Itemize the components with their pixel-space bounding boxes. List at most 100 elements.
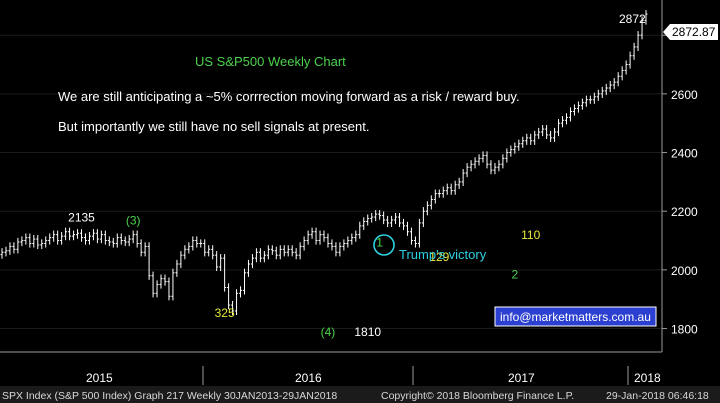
weekly-bar bbox=[16, 237, 20, 254]
weekly-bar bbox=[159, 274, 163, 289]
weekly-bar bbox=[489, 160, 493, 175]
weekly-bar bbox=[223, 254, 227, 292]
weekly-bar bbox=[541, 124, 545, 137]
weekly-bar bbox=[246, 259, 250, 277]
weekly-bar bbox=[596, 89, 600, 101]
weekly-bar bbox=[632, 42, 636, 60]
weekly-bar bbox=[358, 221, 362, 239]
footer-bar: SPX Index (S&P 500 Index) Graph 217 Week… bbox=[0, 386, 720, 403]
weekly-bar bbox=[52, 230, 56, 242]
weekly-bar bbox=[334, 242, 338, 257]
weekly-bar bbox=[636, 31, 640, 52]
weekly-bar bbox=[553, 127, 557, 142]
last-price-pointer bbox=[663, 24, 718, 40]
weekly-bar bbox=[644, 9, 648, 25]
weekly-bar bbox=[123, 236, 127, 247]
weekly-bar bbox=[211, 245, 215, 260]
weekly-bar bbox=[83, 233, 87, 245]
weekly-bar bbox=[64, 227, 68, 241]
weekly-bar bbox=[624, 60, 628, 75]
weekly-bar bbox=[147, 242, 151, 280]
weekly-bar bbox=[95, 229, 99, 244]
weekly-bar bbox=[604, 83, 608, 96]
weekly-bar bbox=[250, 254, 254, 269]
x-label-2015: 2015 bbox=[86, 371, 113, 385]
weekly-bar bbox=[258, 248, 262, 263]
weekly-bar bbox=[199, 239, 203, 248]
weekly-bar bbox=[350, 233, 354, 245]
wave-label-3: (4) bbox=[321, 325, 336, 339]
wave-label-8: 110 bbox=[521, 228, 540, 242]
high-label: 2872 bbox=[619, 12, 646, 26]
weekly-bar bbox=[314, 227, 318, 245]
weekly-bar bbox=[402, 218, 406, 230]
x-axis-background bbox=[0, 353, 720, 385]
weekly-bar bbox=[155, 280, 159, 298]
weekly-bar bbox=[521, 136, 525, 148]
website-text: info@marketmatters.com.au bbox=[500, 310, 651, 324]
weekly-bar bbox=[215, 251, 219, 272]
weekly-bar bbox=[481, 151, 485, 163]
weekly-bar bbox=[310, 227, 314, 239]
weekly-bar bbox=[580, 98, 584, 110]
weekly-bar bbox=[195, 236, 199, 248]
chart-title: US S&P500 Weekly Chart bbox=[195, 54, 346, 69]
weekly-bar bbox=[568, 107, 572, 122]
footer-background bbox=[0, 386, 720, 403]
weekly-bar bbox=[497, 160, 501, 172]
weekly-bar bbox=[203, 239, 207, 257]
weekly-bar bbox=[449, 183, 453, 195]
weekly-bar bbox=[290, 245, 294, 257]
trump-victory-label: Trump's victory bbox=[399, 247, 487, 262]
weekly-bar bbox=[537, 127, 541, 140]
weekly-bar bbox=[405, 221, 409, 236]
wave-label-4: 1810 bbox=[354, 325, 381, 339]
weekly-bar bbox=[235, 289, 239, 316]
weekly-bar bbox=[298, 242, 302, 260]
weekly-bar bbox=[477, 154, 481, 166]
weekly-bar bbox=[111, 237, 115, 248]
weekly-bar bbox=[167, 277, 171, 301]
weekly-bar bbox=[44, 236, 48, 248]
commentary-line-2: But importantly we still have no sell si… bbox=[58, 119, 369, 134]
weekly-bar bbox=[24, 233, 28, 245]
weekly-bar bbox=[378, 210, 382, 220]
weekly-bar bbox=[429, 195, 433, 210]
weekly-bar bbox=[187, 242, 191, 254]
weekly-bar bbox=[433, 189, 437, 204]
last-price-label: 2872.87 bbox=[672, 25, 716, 39]
y-tick-label-2000: 2000 bbox=[671, 264, 698, 278]
weekly-bar bbox=[231, 300, 235, 316]
weekly-bar bbox=[382, 211, 386, 225]
weekly-bar bbox=[127, 234, 131, 247]
weekly-bar bbox=[346, 236, 350, 248]
weekly-bar bbox=[425, 201, 429, 216]
price-bars bbox=[0, 9, 648, 316]
wave-label-1: (3) bbox=[126, 213, 141, 227]
weekly-bar bbox=[131, 230, 135, 244]
weekly-bar bbox=[592, 92, 596, 104]
weekly-bar bbox=[8, 242, 12, 255]
weekly-bar bbox=[72, 230, 76, 241]
weekly-bar bbox=[80, 229, 84, 242]
wave-label-0: 2135 bbox=[68, 210, 95, 224]
weekly-bar bbox=[640, 16, 644, 40]
weekly-bar bbox=[453, 180, 457, 195]
weekly-bar bbox=[576, 101, 580, 113]
weekly-bar bbox=[163, 274, 167, 286]
weekly-bar bbox=[32, 234, 36, 248]
weekly-bar bbox=[545, 124, 549, 140]
weekly-bar bbox=[374, 210, 378, 222]
weekly-bar bbox=[60, 232, 64, 245]
weekly-bar bbox=[239, 286, 243, 298]
weekly-bar bbox=[441, 186, 445, 198]
footer-instrument: SPX Index (S&P 500 Index) Graph 217 Week… bbox=[2, 390, 337, 402]
weekly-bar bbox=[318, 230, 322, 245]
weekly-bar bbox=[390, 215, 394, 228]
weekly-bar bbox=[274, 246, 278, 260]
y-tick-label-1800: 1800 bbox=[671, 323, 698, 337]
weekly-bar bbox=[135, 230, 139, 248]
weekly-bar bbox=[115, 233, 119, 248]
weekly-bar bbox=[437, 189, 441, 198]
